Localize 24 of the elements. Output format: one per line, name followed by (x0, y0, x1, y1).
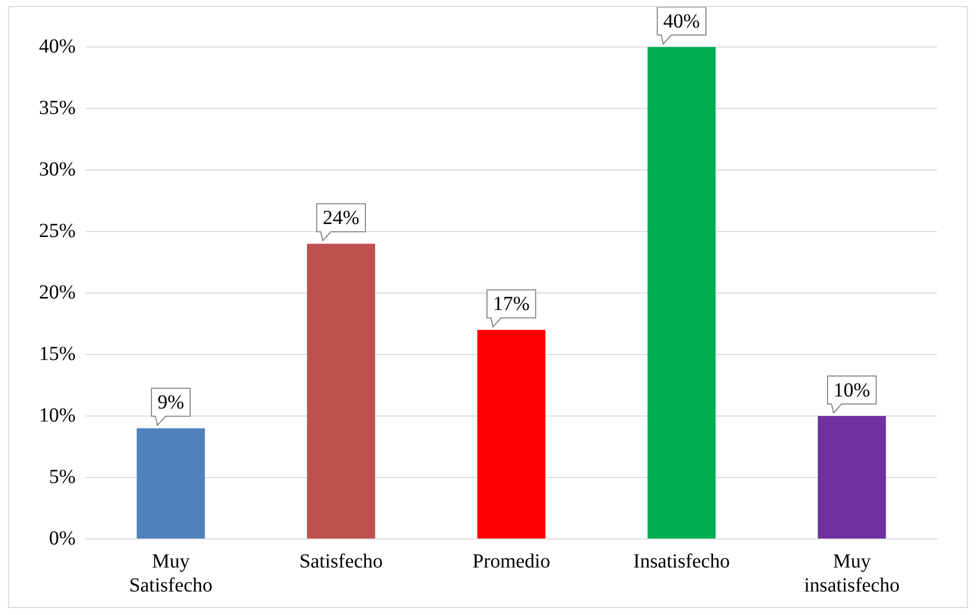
x-tick-label: Muy Satisfecho (129, 550, 212, 596)
data-label: 9% (157, 392, 184, 414)
bar (136, 428, 205, 538)
y-tick-label: 30% (38, 158, 76, 180)
bar (477, 330, 546, 538)
bar (818, 416, 886, 538)
data-label: 40% (663, 10, 700, 32)
data-label: 10% (834, 379, 870, 402)
y-tick-label: 35% (38, 96, 76, 119)
y-tick-label: 5% (48, 466, 76, 488)
bar (307, 244, 376, 538)
x-tick-label: Promedio (472, 550, 550, 572)
data-label: 17% (492, 293, 530, 316)
x-tick-label: Satisfecho (299, 550, 383, 572)
y-tick-label: 15% (38, 342, 76, 365)
data-label: 24% (322, 207, 360, 230)
bar (648, 47, 716, 538)
x-tick-label: Insatisfecho (633, 550, 730, 572)
y-tick-label: 10% (38, 404, 76, 426)
y-tick-label: 25% (38, 220, 76, 242)
y-tick-label: 0% (48, 527, 76, 550)
x-tick-label: Muy insatisfecho (804, 550, 900, 596)
y-tick-label: 20% (38, 281, 76, 304)
y-tick-label: 40% (38, 35, 76, 58)
